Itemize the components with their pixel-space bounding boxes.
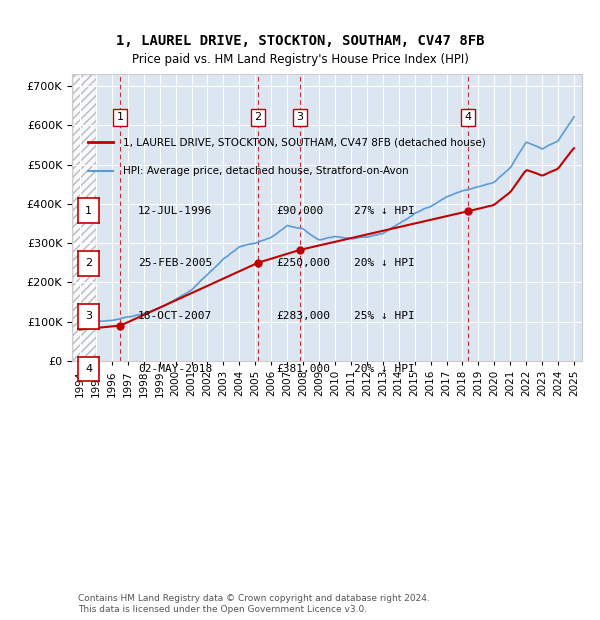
Bar xyxy=(72,74,96,361)
Text: 20% ↓ HPI: 20% ↓ HPI xyxy=(354,364,415,374)
Text: Contains HM Land Registry data © Crown copyright and database right 2024.
This d: Contains HM Land Registry data © Crown c… xyxy=(78,595,430,614)
Text: 02-MAY-2018: 02-MAY-2018 xyxy=(138,364,212,374)
Text: 3: 3 xyxy=(85,311,92,321)
Text: 1, LAUREL DRIVE, STOCKTON, SOUTHAM, CV47 8FB: 1, LAUREL DRIVE, STOCKTON, SOUTHAM, CV47… xyxy=(116,34,484,48)
Text: 25% ↓ HPI: 25% ↓ HPI xyxy=(354,311,415,321)
Text: 20% ↓ HPI: 20% ↓ HPI xyxy=(354,259,415,268)
Bar xyxy=(96,74,582,361)
Text: HPI: Average price, detached house, Stratford-on-Avon: HPI: Average price, detached house, Stra… xyxy=(124,166,409,176)
Text: £90,000: £90,000 xyxy=(276,206,323,216)
Text: 2: 2 xyxy=(85,259,92,268)
Text: 1: 1 xyxy=(85,206,92,216)
Text: £283,000: £283,000 xyxy=(276,311,330,321)
Text: 12-JUL-1996: 12-JUL-1996 xyxy=(138,206,212,216)
Text: 4: 4 xyxy=(464,112,471,122)
Text: 2: 2 xyxy=(254,112,261,122)
Text: 1, LAUREL DRIVE, STOCKTON, SOUTHAM, CV47 8FB (detached house): 1, LAUREL DRIVE, STOCKTON, SOUTHAM, CV47… xyxy=(124,137,486,147)
Text: 18-OCT-2007: 18-OCT-2007 xyxy=(138,311,212,321)
Text: Price paid vs. HM Land Registry's House Price Index (HPI): Price paid vs. HM Land Registry's House … xyxy=(131,53,469,66)
Text: 27% ↓ HPI: 27% ↓ HPI xyxy=(354,206,415,216)
Text: 3: 3 xyxy=(296,112,304,122)
Text: £381,000: £381,000 xyxy=(276,364,330,374)
Text: 1: 1 xyxy=(117,112,124,122)
Text: 4: 4 xyxy=(85,364,92,374)
Text: £250,000: £250,000 xyxy=(276,259,330,268)
Text: 25-FEB-2005: 25-FEB-2005 xyxy=(138,259,212,268)
